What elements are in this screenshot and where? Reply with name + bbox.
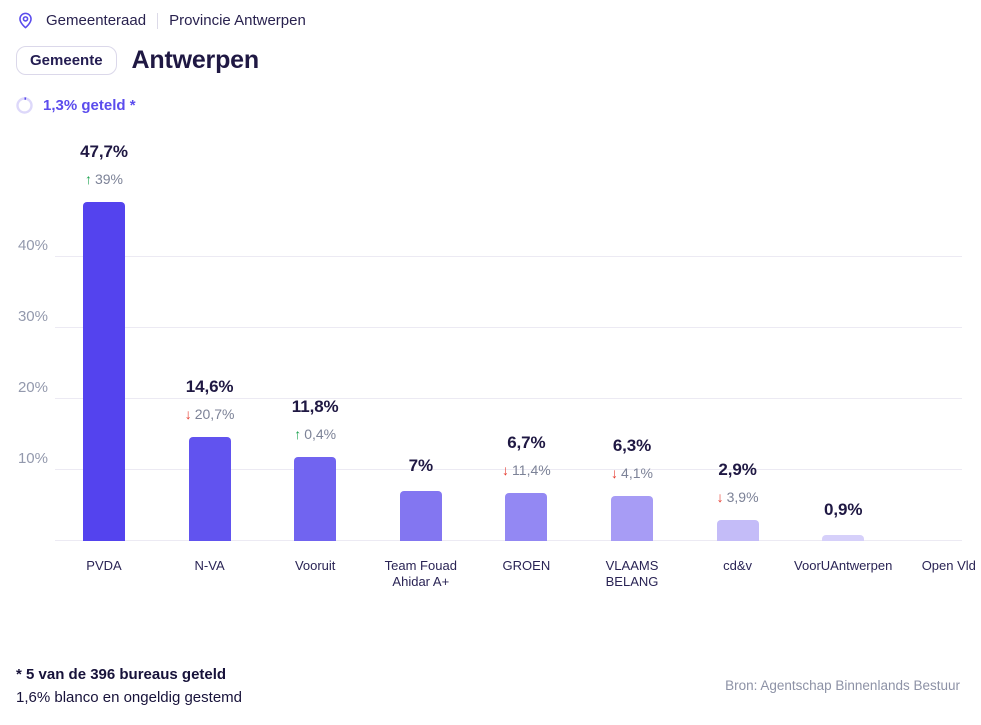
bar-change-label: ↓ 20,7% [150,405,270,423]
gridline [55,469,962,470]
bar-pvda [83,202,125,541]
bar-chart: 10% 20% 30% 40% 47,7% ↑ 39% PVDA 14,6% ↓ 20,7% N-VA… [0,135,981,600]
y-axis-tick: 10% [17,450,48,467]
breadcrumb-province[interactable]: Provincie Antwerpen [169,12,306,29]
source-attribution: Bron: Agentschap Binnenlands Bestuur [725,678,960,693]
gridline [55,327,962,328]
breadcrumb: Gemeenteraad Provincie Antwerpen [16,11,306,30]
title-row: Gemeente Antwerpen [16,46,259,75]
change-value: 11,4% [512,462,551,478]
arrow-down-icon: ↓ [716,489,724,505]
bar-team-fouad-ahidar-a+ [399,491,442,541]
bar-value-label: 7% [408,456,433,475]
bar-value-label: 6,3% [612,436,652,455]
bar-vooruantwerpen [822,535,865,541]
bar-vlaams-belang [611,496,653,541]
bar-change-label: ↓ 4,1% [572,464,692,482]
change-value: 3,9% [726,489,759,505]
y-axis-tick: 30% [17,308,48,325]
y-axis-tick: 40% [17,237,48,254]
arrow-up-icon: ↑ [84,171,92,187]
gridline [55,256,962,257]
x-axis-label: cd&v [723,558,753,573]
bar-value-label: 6,7% [507,433,546,452]
bar-value-label: 47,7% [80,142,128,161]
breadcrumb-divider [157,12,159,29]
arrow-up-icon: ↑ [294,426,302,442]
bar-value-label: 11,8% [291,397,339,416]
change-value: 4,1% [621,465,653,481]
arrow-down-icon: ↓ [184,406,192,422]
municipality-badge: Gemeente [16,46,117,75]
change-value: 39% [94,171,124,187]
progress-label: 1,3% geteld * [43,97,136,114]
bar-vooruit [294,457,337,541]
bar-n-va [188,437,231,541]
x-axis-label: PVDA [86,558,122,573]
x-axis-label: N-VA [194,558,225,573]
bar-groen [505,493,548,541]
x-axis-label: GROEN [502,558,551,573]
x-axis-label: Vooruit [294,558,336,573]
footnote-blanco: 1,6% blanco en ongeldig gestemd [16,689,242,706]
bar-value-label: 2,9% [718,460,757,479]
x-axis-label: Team Fouad Ahidar A+ [384,558,457,590]
x-axis-label: VoorUAntwerpen [794,558,893,573]
arrow-down-icon: ↓ [611,465,619,481]
count-progress: 1,3% geteld * [16,97,136,114]
y-axis-tick: 20% [17,379,48,396]
bar-change-label: ↓ 3,9% [678,488,798,506]
bar-cd&v [716,520,759,541]
bar-change-label: ↑ 39% [44,170,164,188]
progress-ring-icon [16,97,33,114]
bar-change-label: ↑ 0,4% [255,425,375,443]
location-pin-icon [16,11,35,30]
x-axis-label: VLAAMS BELANG [605,558,659,590]
change-value: 0,4% [304,426,337,442]
bar-change-label: ↓ 11,4% [466,461,586,479]
arrow-down-icon: ↓ [502,462,510,478]
footnote-bureaus: * 5 van de 396 bureaus geteld [16,666,227,683]
gridline [55,398,962,399]
bar-value-label: 0,9% [824,500,863,519]
x-axis-label: Open Vld [921,558,976,573]
change-value: 20,7% [194,406,235,422]
bar-value-label: 14,6% [185,377,234,396]
breadcrumb-election-type[interactable]: Gemeenteraad [46,12,147,29]
page-title: Antwerpen [131,46,260,74]
